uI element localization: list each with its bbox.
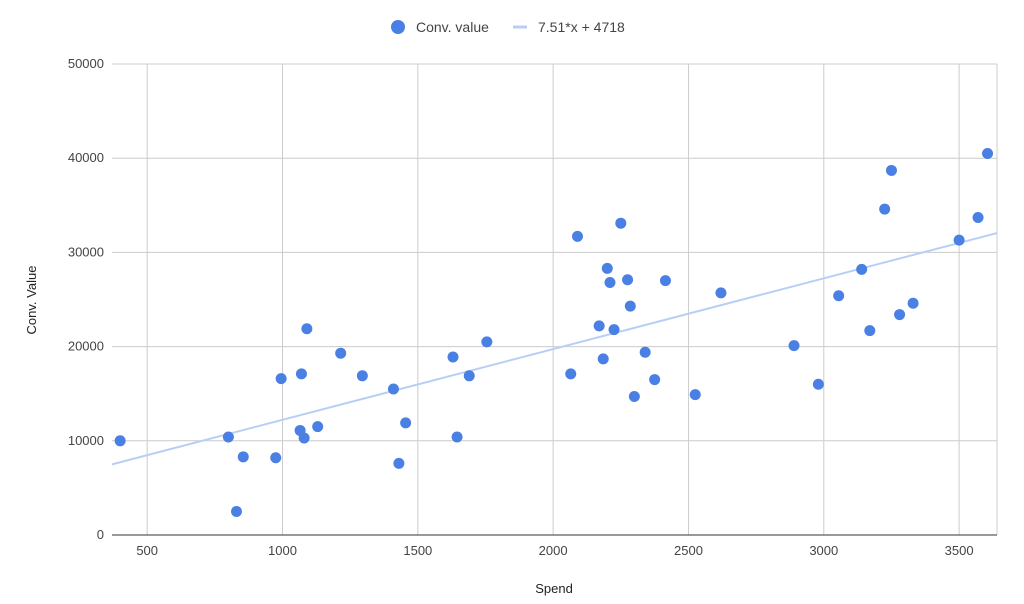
data-point — [608, 324, 620, 336]
data-point — [447, 351, 459, 363]
data-point — [649, 374, 661, 386]
data-point — [270, 452, 282, 464]
data-point — [788, 340, 800, 352]
data-point — [230, 505, 242, 517]
legend-marker-conv-value — [391, 20, 405, 34]
data-point — [833, 290, 845, 302]
data-point — [689, 389, 701, 401]
y-tick-label: 30000 — [68, 244, 104, 259]
data-point — [604, 277, 616, 289]
data-point — [639, 346, 651, 358]
x-tick-label: 3500 — [945, 543, 974, 558]
data-point — [356, 370, 368, 382]
data-point — [222, 431, 234, 443]
data-point — [856, 263, 868, 275]
x-tick-label: 1000 — [268, 543, 297, 558]
trendline-path — [111, 232, 998, 466]
data-point — [864, 325, 876, 337]
data-point — [615, 217, 627, 229]
y-axis-ticks: 0 10000 20000 30000 40000 50000 — [68, 56, 104, 542]
data-points — [114, 147, 994, 517]
x-tick-label: 2000 — [539, 543, 568, 558]
data-point — [481, 336, 493, 348]
data-point — [907, 297, 919, 309]
x-axis-ticks: 500 1000 1500 2000 2500 3000 3500 — [136, 543, 973, 558]
data-point — [114, 435, 126, 447]
data-point — [953, 234, 965, 246]
trendline — [111, 232, 998, 466]
data-point — [335, 347, 347, 359]
data-point — [597, 353, 609, 365]
data-point — [715, 287, 727, 299]
y-tick-label: 40000 — [68, 150, 104, 165]
x-axis-title: Spend — [535, 581, 573, 596]
x-tick-label: 500 — [136, 543, 158, 558]
y-tick-label: 0 — [97, 527, 104, 542]
data-point — [237, 451, 249, 463]
x-tick-label: 1500 — [403, 543, 432, 558]
data-point — [894, 309, 906, 321]
data-point — [393, 457, 405, 469]
data-point — [463, 370, 475, 382]
data-point — [659, 275, 671, 287]
data-point — [972, 212, 984, 224]
legend: Conv. value 7.51*x + 4718 — [391, 19, 625, 35]
x-tick-label: 2500 — [674, 543, 703, 558]
data-point — [565, 368, 577, 380]
data-point — [885, 164, 897, 176]
data-point — [624, 300, 636, 312]
data-point — [312, 421, 324, 433]
data-point — [387, 383, 399, 395]
data-point — [982, 147, 994, 159]
y-tick-label: 50000 — [68, 56, 104, 71]
legend-label-conv-value: Conv. value — [416, 19, 489, 35]
y-tick-label: 10000 — [68, 433, 104, 448]
data-point — [879, 203, 891, 215]
data-point — [451, 431, 463, 443]
data-point — [301, 323, 313, 335]
data-point — [622, 274, 634, 286]
data-point — [275, 373, 287, 385]
legend-label-trendline: 7.51*x + 4718 — [538, 19, 625, 35]
data-point — [812, 378, 824, 390]
data-point — [572, 230, 584, 242]
x-tick-label: 3000 — [809, 543, 838, 558]
data-point — [298, 432, 310, 444]
y-axis-title: Conv. Value — [24, 266, 39, 335]
data-point — [593, 320, 605, 332]
data-point — [628, 391, 640, 403]
data-point — [400, 417, 412, 429]
y-tick-label: 20000 — [68, 339, 104, 354]
data-point — [601, 262, 613, 274]
data-point — [295, 368, 307, 380]
grid — [112, 63, 998, 535]
